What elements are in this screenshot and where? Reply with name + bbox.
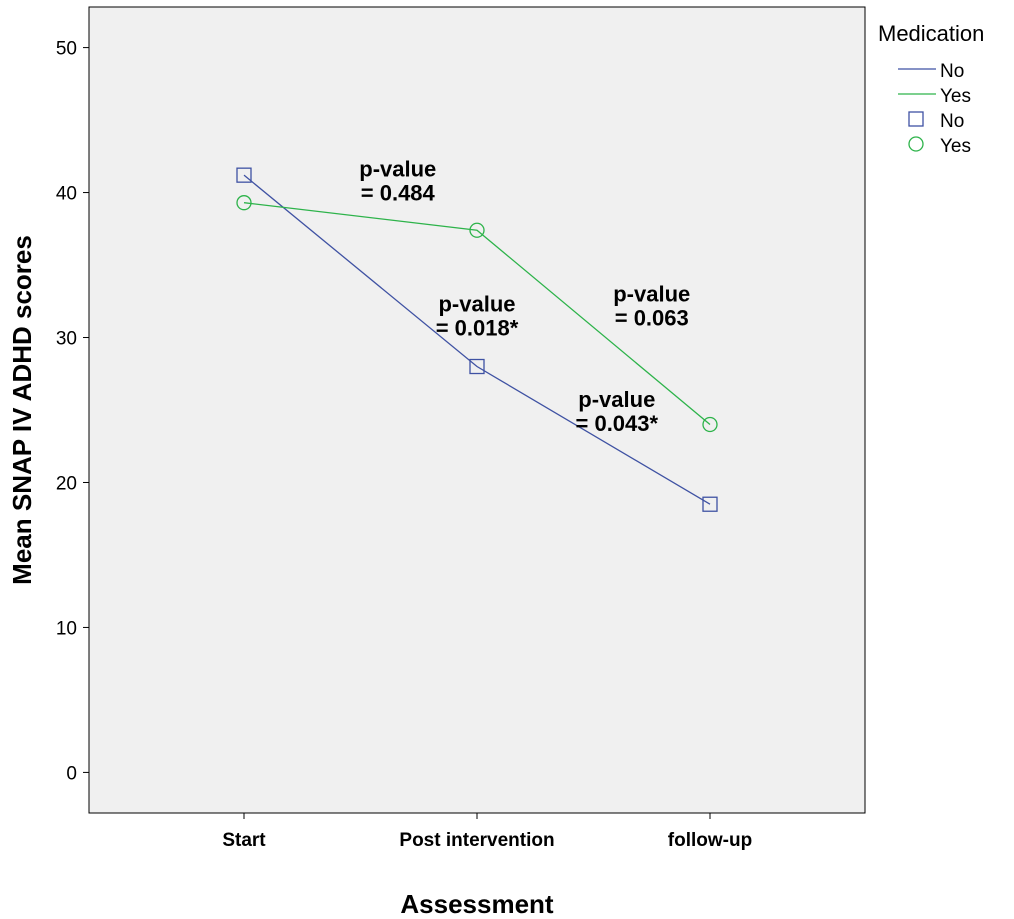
annotation-text: = 0.043* <box>576 411 659 436</box>
annotation-text: p-value <box>613 281 690 306</box>
legend-title: Medication <box>878 21 984 46</box>
legend-label: No <box>940 61 964 82</box>
x-axis: Start Post intervention follow-up <box>222 813 752 851</box>
data-point-yes <box>236 195 252 211</box>
data-point-no <box>469 358 485 375</box>
x-tick-label: Start <box>222 830 266 851</box>
y-tick-label: 10 <box>56 618 77 639</box>
data-point-no <box>236 167 252 183</box>
annotation-text: p-value <box>578 387 655 412</box>
x-tick-label: Post intervention <box>399 830 554 851</box>
series-line-no <box>243 174 711 505</box>
annotation-text: = 0.484 <box>361 181 436 206</box>
data-point-yes <box>702 416 718 433</box>
annotation-text: p-value <box>438 291 515 316</box>
legend-label: No <box>940 111 964 132</box>
y-axis-title: Mean SNAP IV ADHD scores <box>7 235 37 585</box>
data-point-no <box>702 496 718 512</box>
y-tick-label: 20 <box>56 473 77 494</box>
legend-circle-marker <box>908 136 924 152</box>
plot-area <box>88 6 866 814</box>
legend-label: Yes <box>940 136 971 157</box>
annotation-text: p-value <box>359 157 436 182</box>
data-point-yes <box>469 222 485 238</box>
annotation-text: = 0.063 <box>615 305 689 330</box>
series-line-yes <box>243 202 711 425</box>
y-axis: 0 10 20 30 40 50 <box>56 39 89 784</box>
annotation-text: = 0.018* <box>436 315 519 340</box>
y-tick-label: 0 <box>66 763 77 784</box>
x-axis-title: Assessment <box>400 889 554 919</box>
y-tick-label: 30 <box>56 329 77 350</box>
legend-label: Yes <box>940 86 971 107</box>
x-tick-label: follow-up <box>668 830 752 851</box>
series-layer <box>236 167 718 512</box>
y-tick-label: 50 <box>56 39 77 60</box>
legend: Medication No Yes No Yes <box>878 21 984 157</box>
legend-square-marker <box>908 111 924 127</box>
y-tick-label: 40 <box>56 184 77 205</box>
